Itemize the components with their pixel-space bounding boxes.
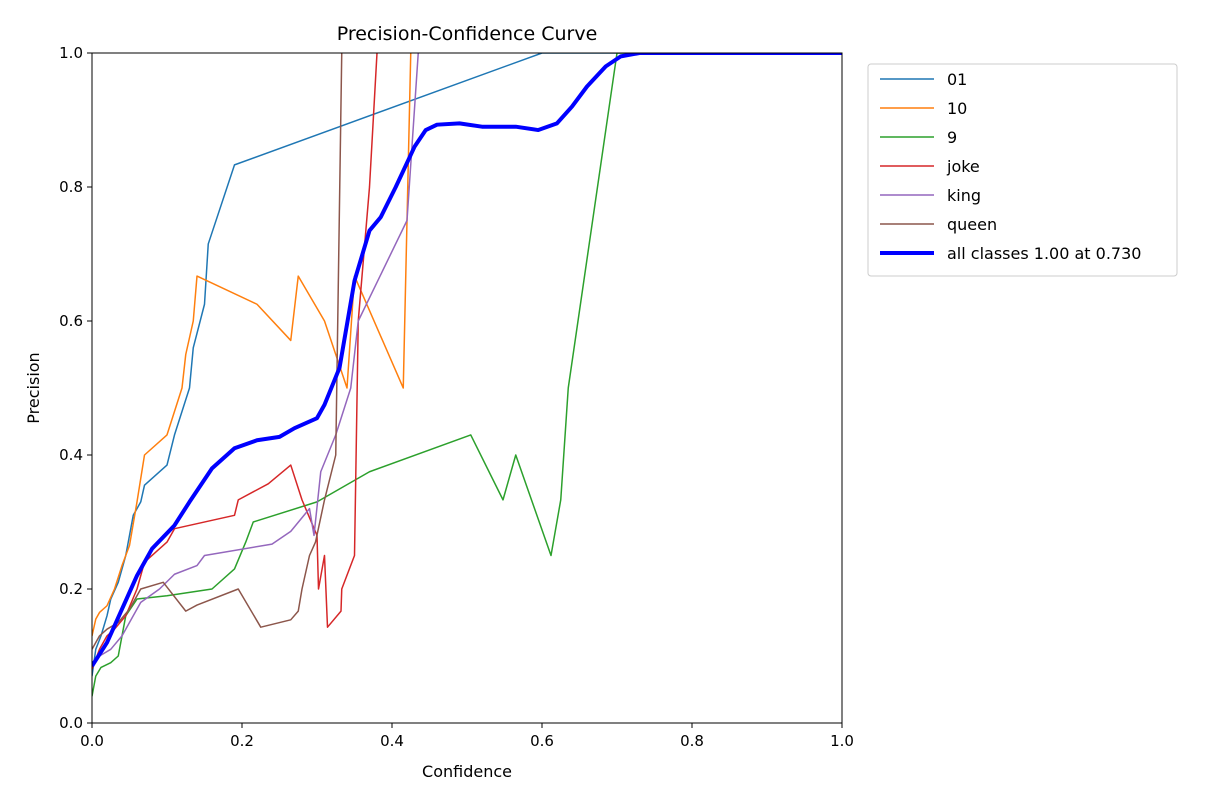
x-tick-label: 1.0 [830,732,854,750]
x-axis-title: Confidence [422,762,512,781]
chart-title: Precision-Confidence Curve [337,23,598,45]
legend-label: joke [946,157,980,176]
y-tick-label: 0.4 [59,446,83,464]
y-tick-label: 1.0 [59,44,83,62]
series-line-king [92,53,419,664]
x-tick-label: 0.8 [680,732,704,750]
legend-label: king [947,186,981,205]
legend-label: all classes 1.00 at 0.730 [947,244,1141,263]
series-line-9 [92,53,842,697]
series-line-all-classes-1-00-at-0-730 [92,53,842,668]
x-tick-label: 0.4 [380,732,404,750]
legend-label: 01 [947,70,967,89]
legend-label: queen [947,215,997,234]
legend-label: 9 [947,128,957,147]
series-line-10 [92,53,412,637]
x-tick-label: 0.2 [230,732,254,750]
series-group [92,53,842,697]
series-line-joke [92,53,378,670]
series-line-queen [92,53,343,650]
y-tick-label: 0.0 [59,714,83,732]
axes: 0.0 0.2 0.4 0.6 0.8 1.0 0.0 0.2 0.4 0.6 0.8 1.0 [59,44,854,750]
legend-box [867,63,1178,277]
series-line-01 [92,53,842,677]
legend-label: 10 [947,99,967,118]
plot-frame [91,52,843,724]
y-tick-label: 0.6 [59,312,83,330]
y-axis-title: Precision [24,352,43,423]
y-tick-label: 0.8 [59,178,83,196]
legend: 01 10 9 joke king queen all classes 1.00 at 0.… [867,63,1178,277]
y-tick-label: 0.2 [59,580,83,598]
x-tick-label: 0.0 [80,732,104,750]
plot-area [92,53,842,697]
x-tick-label: 0.6 [530,732,554,750]
